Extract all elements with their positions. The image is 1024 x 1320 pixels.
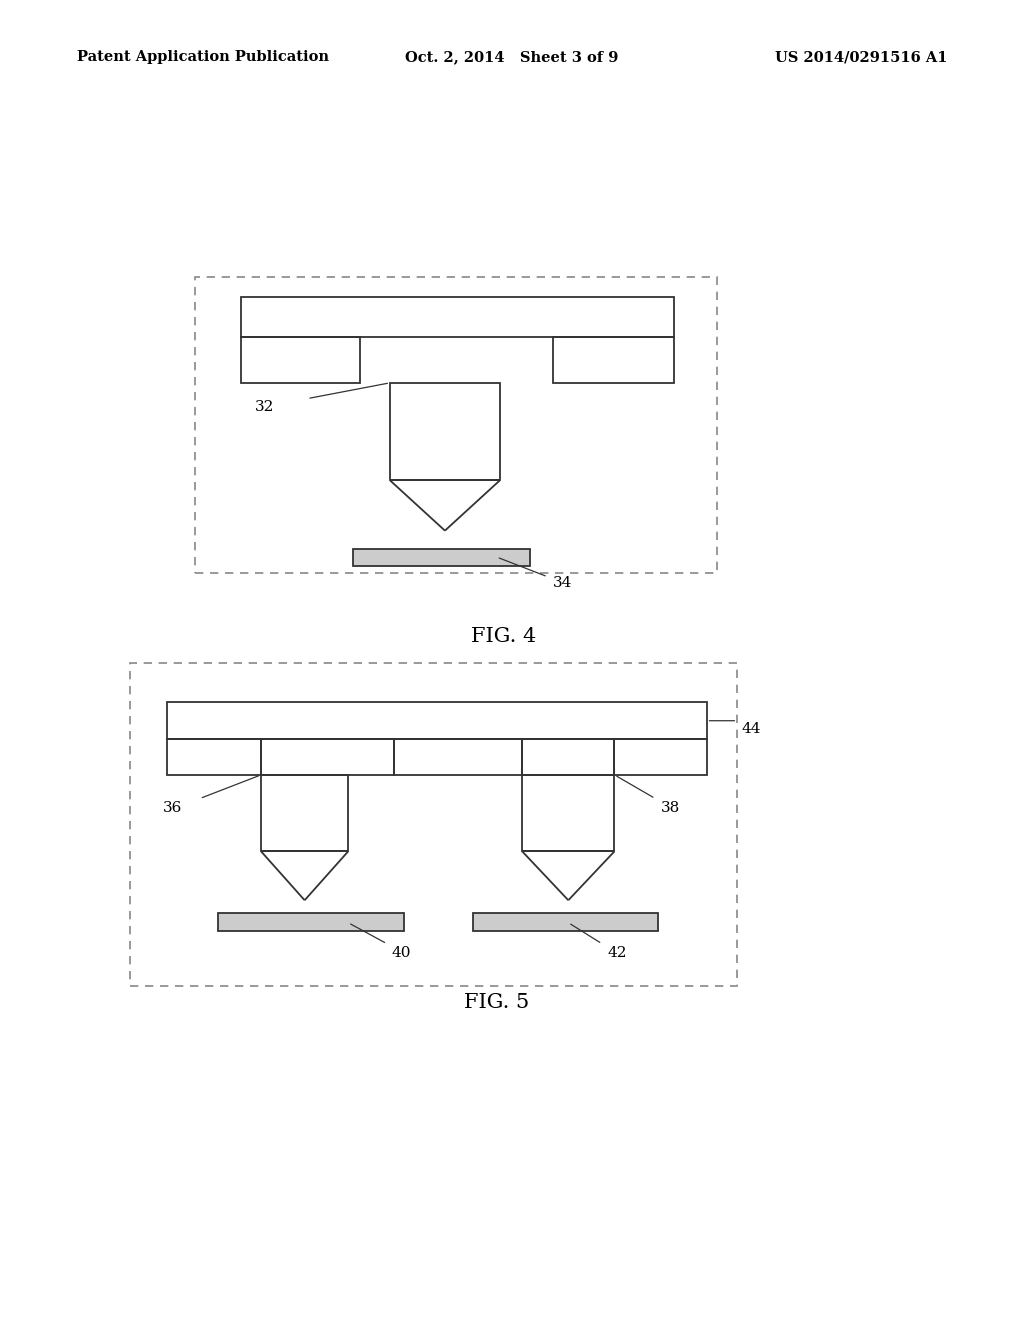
- Bar: [167, 702, 707, 739]
- Bar: [218, 913, 404, 931]
- Bar: [614, 739, 707, 775]
- Text: 42: 42: [607, 946, 627, 960]
- Text: 40: 40: [391, 946, 411, 960]
- Bar: [353, 549, 530, 566]
- Text: Oct. 2, 2014   Sheet 3 of 9: Oct. 2, 2014 Sheet 3 of 9: [406, 50, 618, 65]
- Bar: [522, 775, 614, 851]
- Bar: [522, 739, 614, 775]
- Text: Patent Application Publication: Patent Application Publication: [77, 50, 329, 65]
- Text: 36: 36: [163, 801, 182, 814]
- Bar: [241, 297, 674, 337]
- Bar: [261, 739, 394, 775]
- Bar: [195, 277, 717, 573]
- Bar: [390, 383, 500, 480]
- Bar: [394, 739, 522, 775]
- Bar: [261, 775, 348, 851]
- Text: FIG. 4: FIG. 4: [471, 627, 537, 645]
- Bar: [130, 663, 737, 986]
- Text: FIG. 5: FIG. 5: [464, 993, 529, 1011]
- Bar: [473, 913, 658, 931]
- Text: 44: 44: [741, 722, 761, 735]
- Text: 32: 32: [255, 400, 274, 413]
- Text: 38: 38: [660, 801, 680, 814]
- Bar: [241, 337, 360, 383]
- Bar: [553, 337, 674, 383]
- Text: 34: 34: [553, 577, 572, 590]
- Text: US 2014/0291516 A1: US 2014/0291516 A1: [775, 50, 947, 65]
- Bar: [167, 739, 261, 775]
